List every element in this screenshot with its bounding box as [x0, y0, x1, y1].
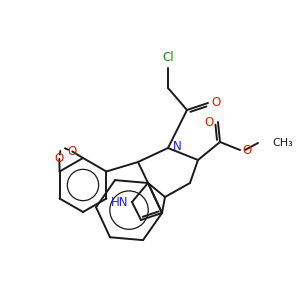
Text: Cl: Cl	[162, 51, 174, 64]
Text: O: O	[242, 143, 251, 157]
Text: CH₃: CH₃	[272, 138, 293, 148]
Text: O: O	[68, 145, 77, 158]
Text: O: O	[211, 97, 220, 110]
Text: O: O	[55, 152, 64, 166]
Text: HN: HN	[110, 196, 128, 208]
Text: O: O	[205, 116, 214, 128]
Text: N: N	[173, 140, 182, 152]
